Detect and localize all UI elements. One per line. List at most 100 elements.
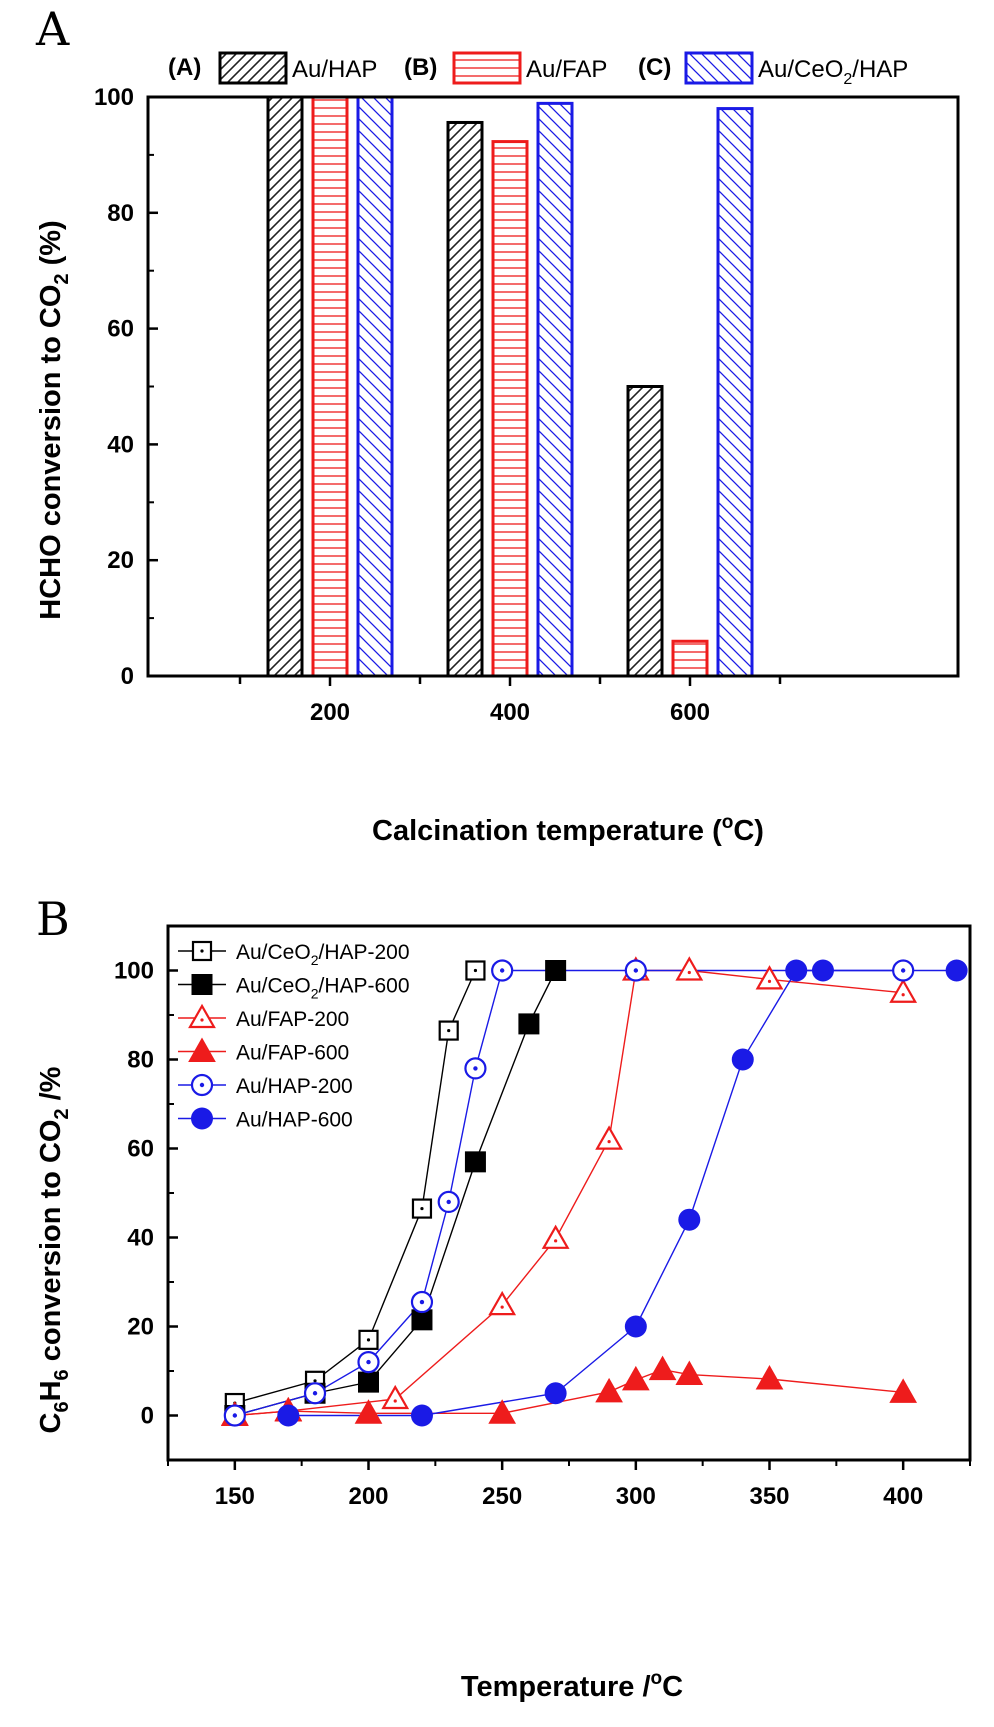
- point-au-hap-600-320: [678, 1208, 701, 1231]
- point-au-ceo2-hap-600-270: [545, 960, 567, 981]
- point-au-fap-200-400: [889, 978, 918, 1003]
- legend-b-marker-au-ceo2-hap-600: [191, 974, 213, 995]
- y-tick-label-b-0: 0: [141, 1403, 154, 1430]
- line-au-fap-600: [234, 1368, 904, 1417]
- point-au-hap-600-220: [410, 1404, 433, 1427]
- y-tick-label-a-20: 20: [107, 547, 134, 574]
- bar-au-hap-200: [266, 95, 304, 678]
- axes-a: 0 20 40 60 80 100 200 400 600: [94, 84, 960, 726]
- y-tick-label-a-60: 60: [107, 316, 134, 343]
- legend-a-label-au-fap: Au/FAP: [526, 56, 607, 83]
- point-au-fap-200-210: [381, 1384, 410, 1410]
- panel-b: B 0 20 40 60 80 100 150 200 250 300 350 400 Au/CeO2…: [35, 892, 972, 1703]
- panel-letter-b: B: [36, 892, 70, 946]
- point-au-fap-600-300: [621, 1365, 650, 1391]
- panel-a: A (A) Au/HAP (B) Au/FAP (C) Au/CeO2/HAP …: [35, 2, 960, 847]
- point-au-hap-200-220: [410, 1290, 434, 1314]
- bar-au-ceo2-hap-200: [356, 95, 394, 678]
- x-tick-label-b-150: 150: [215, 1483, 255, 1510]
- point-au-ceo2-hap-200-240: [465, 960, 486, 981]
- point-au-hap-200-200: [357, 1350, 380, 1374]
- point-au-ceo2-hap-600-260: [518, 1013, 540, 1035]
- point-au-hap-200-180: [303, 1382, 327, 1405]
- legend-b-marker-au-hap-600: [191, 1107, 213, 1130]
- bar-au-fap-400: [491, 140, 529, 678]
- legend-a-tag-1: (A): [168, 54, 201, 81]
- legend-b-marker-au-fap-600: [188, 1037, 216, 1062]
- legend-b-label-au-ceo2-hap-600: Au/CeO2/HAP-600: [236, 975, 410, 1002]
- point-au-fap-600-200: [354, 1399, 383, 1424]
- point-au-hap-200-150: [223, 1404, 246, 1427]
- y-tick-label-a-80: 80: [107, 200, 134, 227]
- y-tick-label-b-100: 100: [114, 958, 154, 985]
- y-tick-label-b-60: 60: [127, 1136, 154, 1163]
- y-tick-label-a-40: 40: [107, 431, 134, 458]
- point-au-fap-200-290: [595, 1125, 623, 1150]
- x-tick-label-b-250: 250: [482, 1483, 522, 1510]
- point-au-hap-600-360: [785, 959, 808, 982]
- x-tick-label-b-300: 300: [616, 1483, 656, 1510]
- bar-au-ceo2-hap-400: [536, 101, 574, 678]
- legend-a-swatch-au-fap: [452, 51, 522, 85]
- legend-a-swatch-au-hap: [218, 51, 288, 85]
- point-au-hap-600-300: [624, 1315, 647, 1338]
- point-au-hap-600-170: [277, 1404, 300, 1427]
- axes-b: 0 20 40 60 80 100 150 200 250 300 350 400: [114, 924, 972, 1510]
- legend-b-label-au-hap-600: Au/HAP-600: [236, 1109, 353, 1132]
- point-au-hap-600-270: [544, 1382, 567, 1405]
- legend-a-swatch-au-ceo2-hap: [684, 51, 754, 85]
- point-au-hap-600-340: [731, 1048, 754, 1071]
- point-au-fap-200-250: [488, 1290, 517, 1316]
- legend-b-label-au-hap-200: Au/HAP-200: [236, 1075, 353, 1098]
- legend-b-label-au-fap-600: Au/FAP-600: [236, 1042, 349, 1065]
- line-au-fap-200: [234, 969, 904, 1417]
- point-au-ceo2-hap-200-200: [358, 1329, 379, 1350]
- point-au-hap-200-300: [624, 959, 647, 982]
- x-tick-label-a-400: 400: [490, 699, 530, 726]
- bar-au-ceo2-hap-600: [716, 107, 754, 678]
- panel-letter-a: A: [35, 2, 70, 56]
- y-tick-label-a-0: 0: [121, 663, 134, 690]
- point-au-ceo2-hap-600-200: [358, 1371, 379, 1393]
- line-au-ceo2-hap-600: [234, 970, 557, 1417]
- point-au-ceo2-hap-200-230: [438, 1020, 459, 1041]
- y-tick-label-b-40: 40: [127, 1225, 154, 1252]
- point-au-hap-200-240: [464, 1057, 487, 1080]
- point-au-hap-200-250: [491, 959, 514, 982]
- y-axis-title-a: HCHO conversion to CO2 (%): [35, 220, 73, 619]
- legend-a-label-au-ceo2-hap: Au/CeO2/HAP: [758, 56, 908, 88]
- point-au-fap-600-350: [755, 1364, 784, 1390]
- bar-au-fap-600: [671, 639, 709, 678]
- point-au-hap-600-420: [945, 959, 968, 982]
- y-tick-label-a-100: 100: [94, 84, 134, 111]
- x-tick-label-a-200: 200: [310, 699, 350, 726]
- bar-au-hap-600: [626, 385, 664, 678]
- legend-b-marker-au-fap-200: [188, 1003, 216, 1029]
- point-au-hap-600-370: [811, 959, 834, 982]
- y-tick-label-b-80: 80: [127, 1047, 154, 1074]
- point-au-hap-200-230: [437, 1190, 460, 1214]
- legend-b-marker-au-hap-200: [190, 1073, 214, 1097]
- x-tick-label-b-350: 350: [749, 1483, 789, 1510]
- legend-a-label-au-hap: Au/HAP: [292, 56, 377, 83]
- legend-b-label-au-fap-200: Au/FAP-200: [236, 1008, 349, 1031]
- x-tick-label-b-400: 400: [883, 1483, 923, 1510]
- plot-frame-b: [166, 924, 972, 1462]
- point-au-fap-600-400: [889, 1378, 918, 1403]
- point-au-fap-600-310: [648, 1355, 677, 1381]
- x-axis-title-a: Calcination temperature (oC): [372, 812, 764, 847]
- line-au-hap-200: [234, 969, 904, 1417]
- point-au-hap-200-400: [892, 959, 915, 982]
- point-au-fap-600-250: [488, 1399, 517, 1424]
- legend-a-tag-3: (C): [638, 54, 671, 81]
- point-au-fap-600-290: [595, 1377, 623, 1403]
- legend-b-marker-au-ceo2-hap-200: [191, 940, 213, 962]
- bar-au-hap-400: [446, 120, 484, 678]
- x-tick-label-a-600: 600: [670, 699, 710, 726]
- bars-a: [266, 95, 754, 678]
- point-au-fap-600-320: [675, 1360, 704, 1386]
- legend-b-label-au-ceo2-hap-200: Au/CeO2/HAP-200: [236, 941, 410, 968]
- lines-b: [220, 956, 968, 1427]
- point-au-fap-200-350: [755, 965, 784, 990]
